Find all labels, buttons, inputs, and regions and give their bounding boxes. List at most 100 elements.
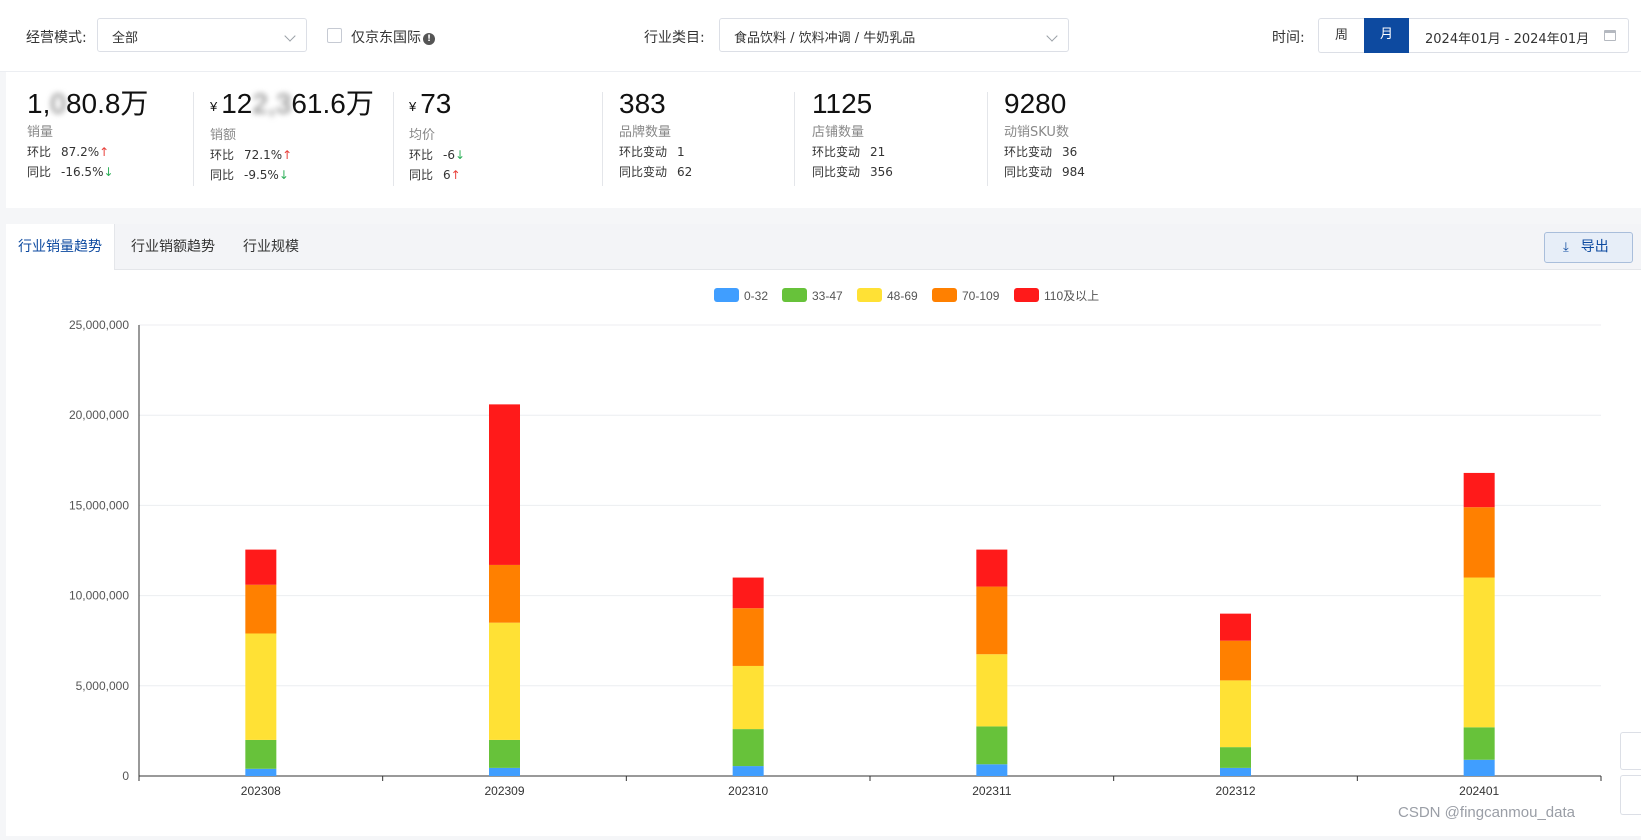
bar-segment [1463, 472, 1495, 508]
export-button[interactable]: ⤓ 导出 [1544, 232, 1633, 263]
y-tick-label: 10,000,000 [69, 589, 129, 603]
side-float-button[interactable] [1620, 732, 1641, 770]
period-month-button[interactable]: 月 [1364, 18, 1409, 53]
bar-segment [245, 768, 277, 776]
metric-yoy: 同比变动 356 [812, 165, 893, 179]
legend-swatch [1014, 288, 1039, 302]
legend-swatch [782, 288, 807, 302]
divider [794, 92, 795, 186]
bar-segment [1463, 507, 1495, 578]
bar-segment [1463, 727, 1495, 760]
period-week-button[interactable]: 周 [1318, 18, 1364, 53]
metric-mom: 环比 -6↓ [409, 148, 466, 162]
tab-sales-volume-trend[interactable]: 行业销量趋势 [6, 224, 115, 271]
filter-bar: 经营模式: 全部 仅京东国际! 行业类目: 食品饮料 / 饮料冲调 / 牛奶乳品… [0, 0, 1641, 72]
metric-name: 均价 [409, 128, 436, 143]
x-tick-label: 202310 [728, 784, 768, 798]
metric-yoy: 同比 -9.5%↓ [210, 168, 289, 182]
arrow-down-icon: ↓ [278, 168, 289, 182]
info-icon[interactable]: ! [423, 33, 435, 45]
metric-yoy: 同比 6↑ [409, 168, 461, 182]
bar-segment [976, 586, 1008, 655]
metric-sales-amount: ¥122,361.6万 销额 环比 72.1%↑ 同比 -9.5%↓ [210, 86, 374, 182]
jd-intl-label: 仅京东国际! [351, 27, 435, 47]
blurred-digits: 2,3 [252, 88, 292, 119]
metric-name: 品牌数量 [619, 125, 672, 140]
legend-label: 33-47 [812, 289, 843, 303]
bar-segment [245, 584, 277, 634]
bar-segment [1220, 640, 1251, 681]
arrow-down-icon: ↓ [103, 165, 114, 179]
legend-label: 110及以上 [1044, 289, 1099, 303]
bar-segment [245, 739, 277, 769]
metric-value: 1,080.8万 [27, 88, 149, 119]
bar-segment [489, 564, 520, 623]
metric-brand-count: 383 品牌数量 环比变动 1 同比变动 62 [619, 86, 692, 182]
legend-label: 0-32 [744, 289, 768, 303]
bar-segment [976, 654, 1008, 727]
divider [987, 92, 988, 186]
arrow-up-icon: ↑ [450, 168, 461, 182]
metric-name: 销额 [210, 128, 237, 143]
side-float-button[interactable] [1620, 775, 1641, 815]
x-tick-label: 202308 [241, 784, 281, 798]
y-tick-label: 5,000,000 [76, 679, 130, 693]
jd-intl-checkbox[interactable] [327, 28, 342, 43]
metric-sales-volume: 1,080.8万 销量 环比 87.2%↑ 同比 -16.5%↓ [27, 86, 148, 182]
metric-name: 销量 [27, 125, 54, 140]
bar-segment [489, 767, 520, 776]
y-tick-label: 20,000,000 [69, 408, 129, 422]
arrow-up-icon: ↑ [282, 148, 293, 162]
legend-label: 48-69 [887, 289, 918, 303]
divider [193, 92, 194, 186]
divider [393, 92, 394, 186]
bar-segment [1220, 680, 1251, 748]
bar-segment [1220, 613, 1251, 641]
bar-segment [732, 608, 764, 666]
metric-mom: 环比 87.2%↑ [27, 145, 110, 159]
bar-segment [245, 549, 277, 585]
bar-segment [489, 622, 520, 740]
arrow-down-icon: ↓ [454, 148, 466, 162]
metric-yoy: 同比变动 984 [1004, 165, 1085, 179]
bar-segment [732, 766, 764, 776]
metric-yoy: 同比变动 62 [619, 165, 693, 179]
y-tick-label: 25,000,000 [69, 318, 129, 332]
y-tick-label: 0 [122, 769, 129, 783]
legend-swatch [714, 288, 739, 302]
bar-segment [976, 549, 1008, 587]
chevron-down-icon [284, 30, 296, 42]
legend-swatch [857, 288, 882, 302]
x-tick-label: 202401 [1459, 784, 1499, 798]
blurred-digits: 0 [50, 88, 66, 119]
tab-bar: 行业销量趋势 行业销额趋势 行业规模 ⤓ 导出 [6, 224, 1641, 271]
bar-segment [732, 577, 764, 609]
mode-select-value: 全部 [112, 31, 139, 46]
bar-segment [976, 764, 1008, 776]
chart-panel: 0 5,000,000 10,000,000 15,000,000 20,000,000… [6, 270, 1641, 836]
chevron-down-icon [1046, 30, 1058, 42]
category-select[interactable]: 食品饮料 / 饮料冲调 / 牛奶乳品 [719, 18, 1069, 52]
legend-swatch [932, 288, 957, 302]
metric-yoy: 同比 -16.5%↓ [27, 165, 114, 179]
tab-industry-scale[interactable]: 行业规模 [243, 239, 299, 255]
metric-value: ¥73 [409, 88, 452, 119]
bar-segment [245, 633, 277, 740]
x-tick-label: 202311 [972, 784, 1011, 798]
bar-segment [1220, 747, 1251, 768]
metric-value: 1125 [812, 88, 873, 119]
watermark: CSDN @fingcanmou_data [1398, 804, 1575, 821]
metric-name: 动销SKU数 [1004, 125, 1069, 140]
y-tick-label: 15,000,000 [69, 498, 129, 512]
bar-segment [732, 729, 764, 767]
bar-segment [976, 726, 1008, 765]
bar-segment [489, 404, 520, 565]
metrics-panel: 1,080.8万 销量 环比 87.2%↑ 同比 -16.5%↓ ¥122,361.… [6, 72, 1641, 208]
mode-select[interactable]: 全部 [97, 18, 307, 52]
tab-sales-amount-trend[interactable]: 行业销额趋势 [131, 239, 215, 255]
date-range-picker[interactable]: 2024年01月 - 2024年01月 [1409, 18, 1629, 53]
metric-store-count: 1125 店铺数量 环比变动 21 同比变动 356 [812, 86, 893, 182]
date-range-value: 2024年01月 - 2024年01月 [1425, 32, 1590, 47]
bar-segment [1463, 577, 1495, 728]
stacked-bar-chart: 0 5,000,000 10,000,000 15,000,000 20,000,000… [69, 288, 1602, 798]
